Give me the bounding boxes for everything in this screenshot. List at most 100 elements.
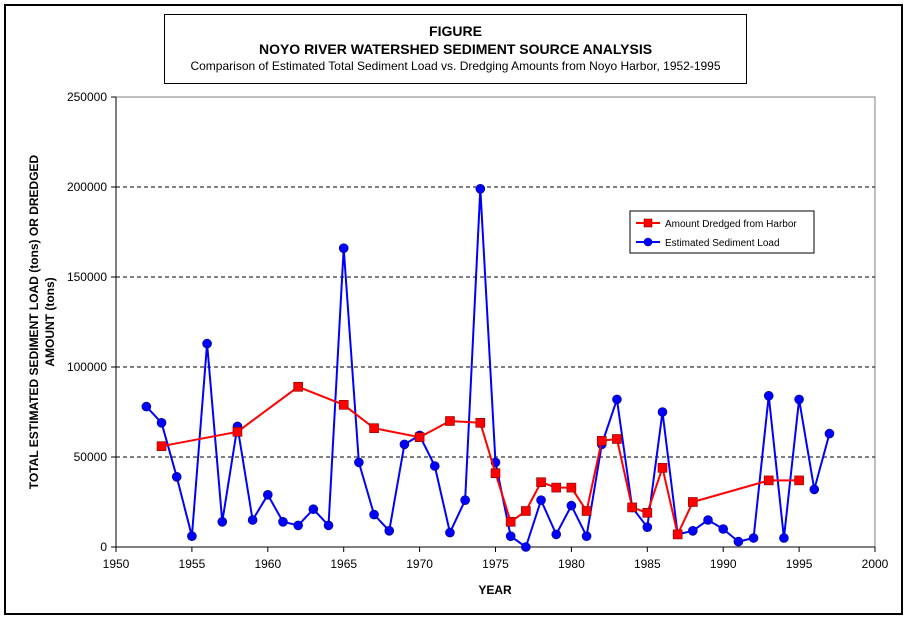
data-point-amount-dredged-from-harbor [475, 417, 486, 428]
data-point-estimated-sediment-load [262, 489, 273, 500]
data-point-amount-dredged-from-harbor [232, 426, 243, 437]
data-point-estimated-sediment-load [475, 184, 486, 194]
x-tick-labels: 1950 1955 1960 1965 1970 1975 1980 1985 1990 1995… [103, 557, 889, 571]
x-tick-label: 1965 [330, 557, 357, 571]
data-point-estimated-sediment-load [551, 529, 562, 540]
data-point-amount-dredged-from-harbor [156, 441, 167, 452]
title-box: FIGURE NOYO RIVER WATERSHED SEDIMENT SOU… [164, 14, 747, 84]
data-point-amount-dredged-from-harbor [445, 416, 455, 426]
x-tick-label: 1960 [254, 557, 281, 571]
data-point-amount-dredged-from-harbor [521, 506, 531, 516]
data-point-estimated-sediment-load [429, 461, 440, 471]
data-point-amount-dredged-from-harbor [414, 432, 425, 443]
data-point-estimated-sediment-load [763, 390, 774, 401]
data-point-estimated-sediment-load [809, 484, 820, 495]
legend-box [629, 210, 815, 254]
data-point-amount-dredged-from-harbor [688, 497, 698, 507]
data-point-estimated-sediment-load [354, 457, 364, 468]
legend-marker-sediment [643, 237, 653, 247]
x-axis-title: YEAR [478, 583, 512, 597]
data-point-estimated-sediment-load [748, 533, 759, 543]
data-point-estimated-sediment-load [293, 520, 303, 531]
data-point-amount-dredged-from-harbor [657, 462, 668, 473]
data-point-estimated-sediment-load [460, 495, 470, 506]
data-point-estimated-sediment-load [384, 525, 395, 536]
data-point-estimated-sediment-load [505, 531, 516, 542]
data-point-estimated-sediment-load [217, 516, 228, 527]
data-point-estimated-sediment-load [141, 401, 152, 412]
legend-marker-dredged [643, 218, 653, 228]
data-point-amount-dredged-from-harbor [369, 423, 379, 434]
data-point-amount-dredged-from-harbor [566, 482, 577, 493]
data-point-amount-dredged-from-harbor [536, 477, 546, 488]
data-point-estimated-sediment-load [794, 394, 804, 405]
series-layer [141, 184, 835, 552]
x-tick-label: 1995 [786, 557, 813, 571]
data-point-estimated-sediment-load [703, 515, 713, 525]
y-tick-label: 50000 [74, 450, 108, 464]
y-tick-labels: 0 50000 100000 150000 200000 250000 [67, 90, 107, 554]
data-point-estimated-sediment-load [156, 417, 167, 428]
data-point-estimated-sediment-load [642, 522, 653, 533]
y-tick-label: 150000 [67, 270, 107, 284]
x-tick-label: 2000 [862, 557, 889, 571]
x-tick-label: 1955 [179, 557, 206, 571]
data-point-estimated-sediment-load [657, 407, 668, 417]
data-point-estimated-sediment-load [581, 531, 592, 542]
y-tick-label: 100000 [67, 360, 107, 374]
data-point-estimated-sediment-load [399, 439, 410, 450]
chart-title: NOYO RIVER WATERSHED SEDIMENT SOURCE ANA… [258, 41, 653, 57]
data-point-estimated-sediment-load [338, 243, 349, 253]
axes [111, 96, 876, 552]
data-point-amount-dredged-from-harbor [794, 475, 804, 486]
y-axis-title-line1: TOTAL ESTIMATED SEDIMENT LOAD (tons) OR … [27, 154, 41, 489]
data-point-amount-dredged-from-harbor [581, 506, 592, 516]
y-axis-title-line2: AMOUNT (tons) [43, 277, 57, 366]
data-point-amount-dredged-from-harbor [551, 482, 562, 493]
data-point-estimated-sediment-load [171, 471, 182, 482]
data-point-estimated-sediment-load [323, 520, 334, 531]
x-tick-label: 1975 [482, 557, 509, 571]
legend: Amount Dredged from Harbor Estimated Sed… [629, 210, 815, 254]
data-point-estimated-sediment-load [718, 524, 729, 534]
y-tick-label: 200000 [67, 180, 107, 194]
y-tick-label: 0 [100, 540, 107, 554]
data-point-estimated-sediment-load [521, 542, 531, 552]
data-point-estimated-sediment-load [308, 504, 319, 515]
chart-subtitle: Comparison of Estimated Total Sediment L… [190, 59, 721, 73]
data-point-estimated-sediment-load [688, 525, 698, 536]
data-point-estimated-sediment-load [566, 500, 577, 511]
data-point-estimated-sediment-load [187, 531, 197, 542]
data-point-amount-dredged-from-harbor [642, 507, 653, 518]
x-tick-label: 1985 [634, 557, 661, 571]
x-tick-label: 1970 [406, 557, 433, 571]
data-point-amount-dredged-from-harbor [596, 435, 607, 446]
data-point-estimated-sediment-load [779, 533, 789, 543]
x-tick-label: 1990 [710, 557, 737, 571]
figure-label: FIGURE [429, 23, 482, 39]
legend-label-dredged: Amount Dredged from Harbor [665, 219, 797, 230]
data-point-estimated-sediment-load [445, 527, 455, 538]
data-point-estimated-sediment-load [202, 338, 212, 349]
data-point-estimated-sediment-load [536, 495, 546, 506]
data-point-amount-dredged-from-harbor [293, 381, 303, 392]
data-point-amount-dredged-from-harbor [627, 502, 637, 513]
data-point-estimated-sediment-load [824, 428, 835, 439]
x-tick-label: 1980 [558, 557, 585, 571]
data-point-estimated-sediment-load [612, 394, 622, 405]
data-point-amount-dredged-from-harbor [490, 468, 501, 479]
data-point-estimated-sediment-load [369, 509, 379, 520]
data-point-amount-dredged-from-harbor [505, 516, 516, 527]
legend-label-sediment: Estimated Sediment Load [665, 238, 780, 249]
data-point-amount-dredged-from-harbor [612, 434, 622, 444]
y-tick-label: 250000 [67, 90, 107, 104]
data-point-estimated-sediment-load [247, 515, 258, 525]
data-point-estimated-sediment-load [278, 516, 288, 527]
data-point-estimated-sediment-load [733, 536, 744, 547]
series-line-amount-dredged-from-harbor [161, 385, 800, 536]
data-point-amount-dredged-from-harbor [763, 475, 774, 486]
x-tick-label: 1950 [103, 557, 130, 571]
data-point-amount-dredged-from-harbor [338, 399, 349, 410]
data-point-amount-dredged-from-harbor [672, 529, 683, 540]
